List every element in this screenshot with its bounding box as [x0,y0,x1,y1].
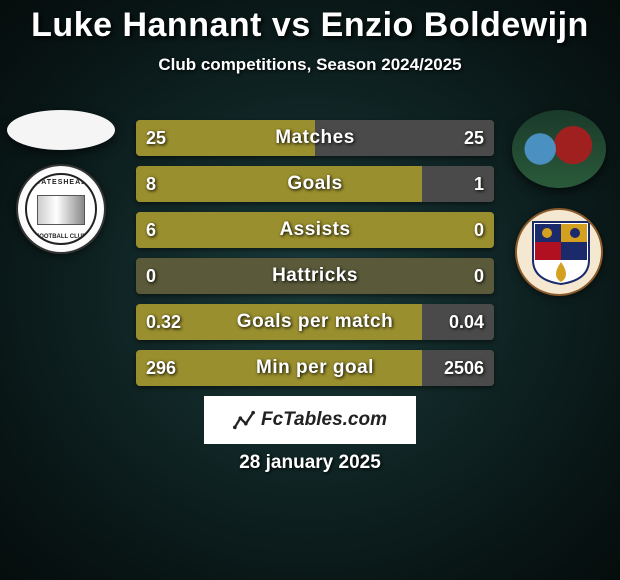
bar-label: Matches [136,120,494,156]
club-left-badge: GATESHEAD FOOTBALL CLUB [16,164,106,254]
watermark: FcTables.com [204,396,416,444]
page-title: Luke Hannant vs Enzio Boldewijn [0,0,620,45]
bar-label: Hattricks [136,258,494,294]
bar-value-left: 6 [146,212,156,248]
bar-row: Min per goal296 2506 [136,350,494,386]
bar-label: Goals per match [136,304,494,340]
club-left-text-bot: FOOTBALL CLUB [27,234,95,240]
bar-value-left: 0.32 [146,304,181,340]
watermark-text: FcTables.com [261,409,387,431]
bar-value-left: 25 [146,120,166,156]
bar-value-left: 296 [146,350,176,386]
bar-label: Assists [136,212,494,248]
player-left-avatar [7,110,115,150]
bar-label: Goals [136,166,494,202]
player-right-avatar [512,110,606,188]
footer-date: 28 january 2025 [0,452,620,474]
bar-value-right: 0.04 [449,304,484,340]
comparison-bars: Matches2525Goals81Assists60Hattricks00Go… [136,120,494,386]
bar-value-left: 8 [146,166,156,202]
bar-value-left: 0 [146,258,156,294]
logo-icon [233,409,255,431]
club-right-badge [515,208,603,296]
club-left-text-top: GATESHEAD [27,179,95,186]
bar-row: Hattricks0 0 [136,258,494,294]
bar-value-right: 2506 [444,350,484,386]
bar-row: Assists6 0 [136,212,494,248]
right-avatars [504,110,614,296]
subtitle: Club competitions, Season 2024/2025 [0,55,620,75]
left-avatars: GATESHEAD FOOTBALL CLUB [6,110,116,254]
bar-label: Min per goal [136,350,494,386]
bar-row: Goals per match0.32 0.04 [136,304,494,340]
bar-value-right: 0 [474,258,484,294]
bar-row: Goals8 1 [136,166,494,202]
bar-value-right: 0 [474,212,484,248]
bar-row: Matches25 25 [136,120,494,156]
bar-value-right: 1 [474,166,484,202]
bar-value-right: 25 [464,120,484,156]
